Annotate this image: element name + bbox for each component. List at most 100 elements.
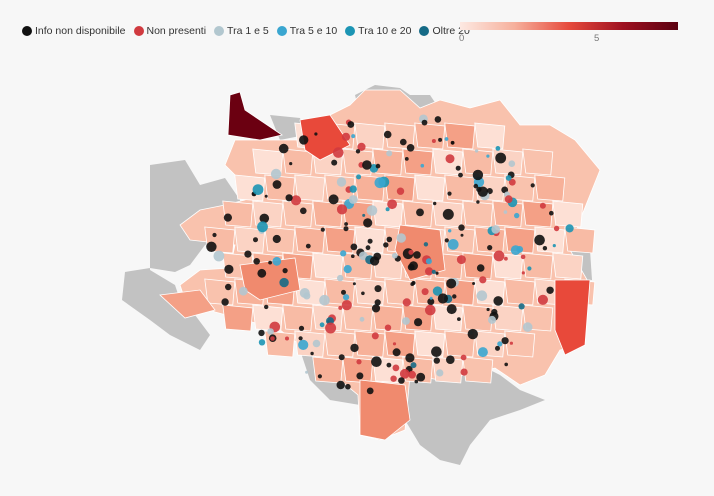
point-marker[interactable] [270,168,282,180]
point-marker[interactable] [491,225,501,234]
point-marker[interactable] [253,237,258,243]
point-marker[interactable] [435,271,439,275]
point-marker[interactable] [442,208,454,220]
point-marker[interactable] [257,221,268,233]
point-marker[interactable] [258,339,266,346]
point-marker[interactable] [431,346,442,358]
point-marker[interactable] [363,218,373,228]
point-marker[interactable] [521,271,525,275]
point-marker[interactable] [477,347,488,358]
point-marker[interactable] [408,370,416,379]
point-marker[interactable] [386,150,393,157]
point-marker[interactable] [298,339,309,350]
point-marker[interactable] [355,149,361,154]
point-marker[interactable] [371,304,381,313]
point-marker[interactable] [369,256,380,266]
point-marker[interactable] [325,322,337,334]
point-marker[interactable] [508,178,516,186]
point-marker[interactable] [298,325,305,331]
point-marker[interactable] [452,294,457,299]
point-marker[interactable] [399,368,410,379]
point-marker[interactable] [553,225,560,232]
point-marker[interactable] [319,322,325,328]
point-marker[interactable] [272,180,282,189]
point-marker[interactable] [436,369,444,377]
point-marker[interactable] [446,355,455,365]
point-marker[interactable] [508,160,516,167]
point-marker[interactable] [238,286,248,296]
point-marker[interactable] [392,364,400,372]
legend-item-info-non-disponibile[interactable]: Info non disponibile [22,25,126,37]
point-marker[interactable] [390,375,397,382]
point-marker[interactable] [504,256,508,261]
point-marker[interactable] [365,245,371,251]
point-marker[interactable] [402,298,411,307]
point-marker[interactable] [392,252,398,259]
point-marker[interactable] [476,290,488,302]
point-marker[interactable] [347,121,355,128]
point-marker[interactable] [472,169,484,181]
point-marker[interactable] [552,244,556,248]
point-marker[interactable] [350,243,358,251]
legend-item-tra-5-e-10[interactable]: Tra 5 e 10 [276,25,337,37]
point-marker[interactable] [476,200,480,204]
point-marker[interactable] [270,336,275,341]
legend-item-tra-10-e-20[interactable]: Tra 10 e 20 [345,25,411,37]
point-marker[interactable] [314,132,318,136]
point-marker[interactable] [366,205,378,216]
point-marker[interactable] [374,299,381,306]
point-marker[interactable] [290,195,302,206]
point-marker[interactable] [400,138,407,146]
point-marker[interactable] [343,226,349,232]
point-marker[interactable] [343,294,350,301]
point-marker[interactable] [359,316,365,322]
point-marker[interactable] [431,269,436,274]
point-marker[interactable] [421,288,429,296]
point-marker[interactable] [493,296,504,306]
point-marker[interactable] [446,304,457,315]
point-marker[interactable] [319,294,330,306]
point-marker[interactable] [264,304,269,310]
point-marker[interactable] [333,147,344,158]
point-marker[interactable] [331,159,338,166]
point-marker[interactable] [505,175,512,181]
point-marker[interactable] [224,264,234,274]
point-marker[interactable] [282,268,288,274]
point-marker[interactable] [317,374,322,379]
point-marker[interactable] [341,132,351,141]
point-marker[interactable] [396,187,405,195]
point-marker[interactable] [350,343,359,353]
point-marker[interactable] [421,119,428,126]
point-marker[interactable] [341,289,346,295]
point-marker[interactable] [416,372,426,382]
point-marker[interactable] [371,356,382,368]
point-marker[interactable] [361,291,365,296]
point-marker[interactable] [416,208,424,217]
point-marker[interactable] [539,202,546,209]
point-marker[interactable] [413,251,421,259]
point-marker[interactable] [530,183,535,188]
point-marker[interactable] [414,318,423,327]
point-marker[interactable] [491,308,498,316]
point-marker[interactable] [356,372,364,380]
point-marker[interactable] [427,298,435,306]
point-marker[interactable] [312,339,321,348]
point-marker[interactable] [434,116,442,123]
point-marker[interactable] [486,307,490,312]
point-marker[interactable] [386,236,393,243]
point-marker[interactable] [392,342,397,346]
point-marker[interactable] [362,160,372,170]
point-marker[interactable] [423,242,429,247]
point-marker[interactable] [305,243,311,249]
point-marker[interactable] [351,134,356,139]
point-marker[interactable] [285,194,293,202]
point-marker[interactable] [386,362,392,368]
point-marker[interactable] [429,296,433,300]
point-marker[interactable] [366,387,374,395]
point-marker[interactable] [472,282,476,285]
point-marker[interactable] [488,315,496,324]
point-marker[interactable] [351,254,355,258]
point-marker[interactable] [404,157,409,161]
legend-item-tra-1-e-5[interactable]: Tra 1 e 5 [214,25,269,37]
point-marker[interactable] [299,135,309,145]
